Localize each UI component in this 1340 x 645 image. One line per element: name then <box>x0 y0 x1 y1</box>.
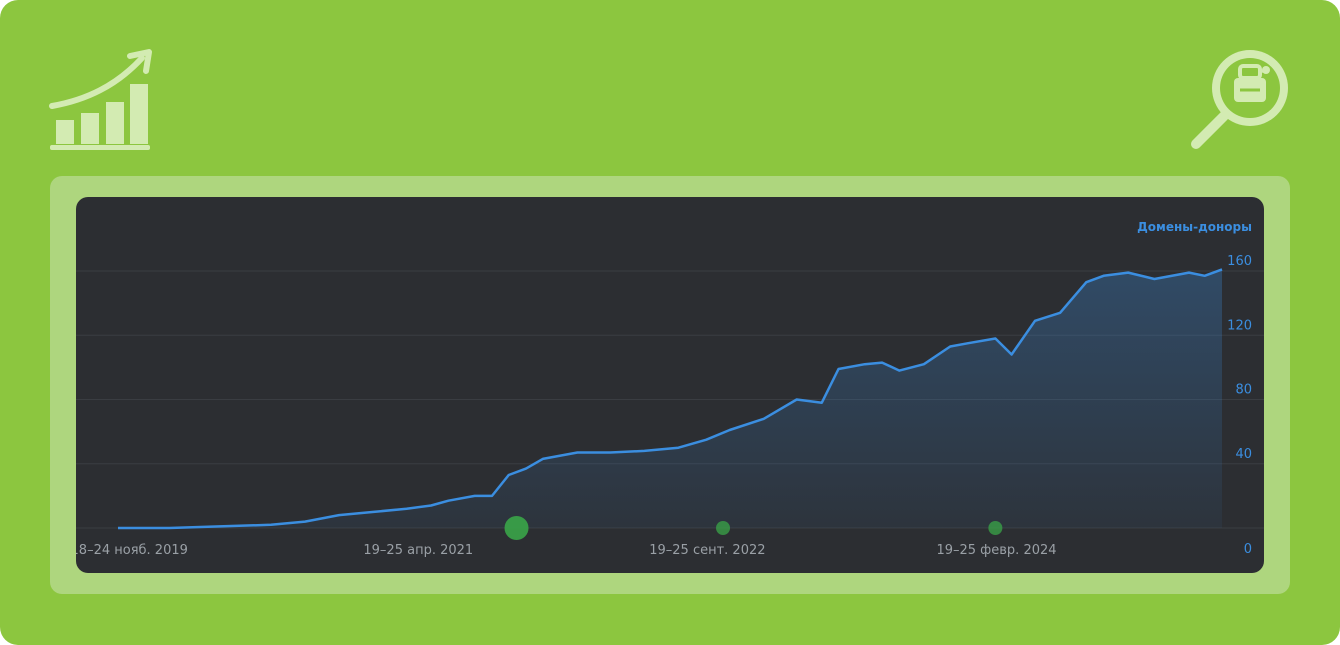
y-tick-label: 40 <box>1235 447 1252 462</box>
series-label: Домены-доноры <box>1137 220 1252 234</box>
x-tick-label: 19–25 февр. 2024 <box>936 543 1056 558</box>
chart-panel: 0 40 80 120 160 18–24 нояб. 2019 19–25 апр. 20… <box>71 197 1264 573</box>
x-tick-label: 18–24 нояб. 2019 <box>76 543 188 558</box>
event-marker[interactable] <box>988 521 1003 535</box>
x-tick-label: 19–25 апр. 2021 <box>363 543 473 558</box>
y-tick-label: 0 <box>1244 542 1252 557</box>
event-marker[interactable] <box>504 516 529 540</box>
donor-domains-chart: 0 40 80 120 160 18–24 нояб. 2019 19–25 апр. 20… <box>71 220 1264 558</box>
x-tick-label: 19–25 сент. 2022 <box>649 543 765 558</box>
event-marker[interactable] <box>716 521 731 535</box>
y-tick-label: 80 <box>1235 383 1252 398</box>
y-tick-label: 120 <box>1227 318 1252 333</box>
magnifier-search-icon <box>1191 50 1288 149</box>
series-area <box>118 269 1222 528</box>
series-line <box>118 268 1223 530</box>
y-tick-label: 160 <box>1227 254 1252 269</box>
bar-chart-growth-icon <box>49 49 152 150</box>
